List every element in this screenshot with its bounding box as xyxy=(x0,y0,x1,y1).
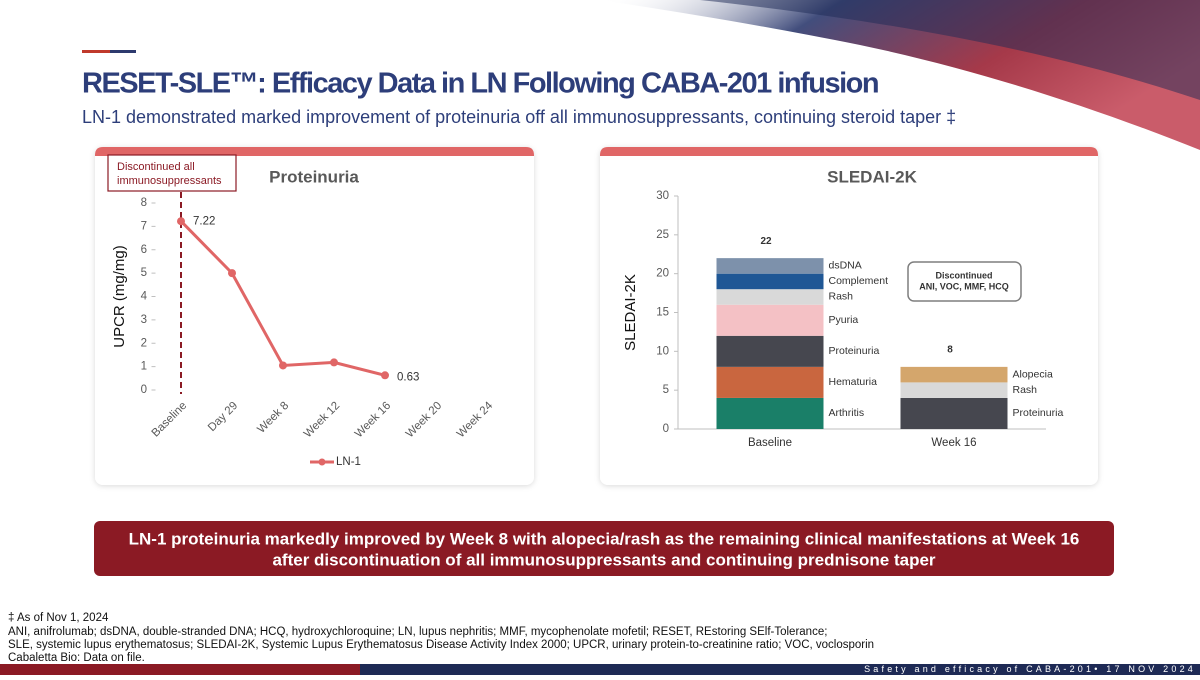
decoration xyxy=(700,0,1200,100)
x-tick-label: Baseline xyxy=(748,437,792,449)
bar-segment xyxy=(716,366,824,398)
callout-box xyxy=(907,261,1022,302)
accent xyxy=(110,50,136,53)
bar-segment xyxy=(716,273,824,290)
y-tick-label: 4 xyxy=(141,291,148,303)
data-point xyxy=(381,371,389,380)
y-tick-label: 0 xyxy=(663,423,669,435)
data-label: 0.63 xyxy=(397,371,419,383)
data-label: 7.22 xyxy=(193,215,215,227)
bar-segment xyxy=(900,366,1008,383)
segment-label: Rash xyxy=(1013,384,1038,396)
bar-segment xyxy=(716,289,824,305)
y-tick-label: 30 xyxy=(656,190,669,202)
y-tick-label: 2 xyxy=(141,337,147,349)
chart-title: SLEDAI-2K xyxy=(827,167,917,186)
footnote: Cabaletta Bio: Data on file. xyxy=(8,652,145,664)
y-tick-label: 1 xyxy=(141,361,147,373)
card xyxy=(95,147,534,485)
callout-text: LN-1 proteinuria markedly improved by We… xyxy=(129,529,1080,548)
footnote: ‡ As of Nov 1, 2024 xyxy=(8,612,109,624)
total-label: 22 xyxy=(760,236,772,247)
callout-text: ANI, VOC, MMF, HCQ xyxy=(919,281,1009,291)
data-point xyxy=(330,358,338,367)
y-tick-label: 6 xyxy=(141,244,147,256)
y-tick-label: 10 xyxy=(656,345,669,357)
y-tick-label: 15 xyxy=(656,307,669,319)
bar-segment xyxy=(716,397,824,429)
chart-title: Proteinuria xyxy=(269,167,359,186)
segment-label: Pyuria xyxy=(829,314,859,326)
callout-box xyxy=(94,521,1114,576)
data-point xyxy=(279,361,287,370)
segment-label: Rash xyxy=(829,291,854,303)
y-tick-label: 3 xyxy=(141,314,147,326)
accent xyxy=(82,50,110,53)
callout-text: after discontinuation of all immunosuppr… xyxy=(272,550,935,569)
segment-label: Arthritis xyxy=(829,407,865,419)
footer-bar xyxy=(0,664,360,675)
bar-segment xyxy=(716,258,824,274)
segment-label: Complement xyxy=(829,275,889,287)
data-point xyxy=(228,269,236,278)
segment-label: Alopecia xyxy=(1013,368,1053,380)
bar-segment xyxy=(900,382,1008,398)
annotation-text: immunosuppressants xyxy=(117,175,222,187)
segment-label: Proteinuria xyxy=(1013,407,1064,419)
segment-label: Hematuria xyxy=(829,376,878,388)
y-tick-label: 5 xyxy=(663,384,669,396)
bar-segment xyxy=(716,304,824,336)
title: RESET-SLE™: Efficacy Data in LN Followin… xyxy=(82,68,878,100)
card-band xyxy=(600,147,1098,156)
y-tick-label: 7 xyxy=(141,220,147,232)
footnote: SLE, systemic lupus erythematosus; SLEDA… xyxy=(8,639,874,651)
footnote: ANI, anifrolumab; dsDNA, double-stranded… xyxy=(8,626,827,638)
total-label: 8 xyxy=(947,345,953,356)
footer-text: Safety and efficacy of CABA-201• 17 NOV … xyxy=(864,664,1196,674)
footer-bar xyxy=(0,664,1200,675)
segment-label: Proteinuria xyxy=(829,345,880,357)
legend-label: LN-1 xyxy=(336,456,361,468)
y-tick-label: 25 xyxy=(656,229,669,241)
annotation-box xyxy=(107,154,237,192)
data-point xyxy=(177,217,185,226)
subtitle: LN-1 demonstrated marked improvement of … xyxy=(82,107,956,127)
x-tick-label: Week 16 xyxy=(931,437,976,449)
callout-text: Discontinued xyxy=(935,270,992,280)
legend-marker xyxy=(318,458,326,466)
y-tick-label: 20 xyxy=(656,268,669,280)
y-axis-label: SLEDAI-2K xyxy=(622,274,639,351)
bar-segment xyxy=(900,397,1008,429)
y-tick-label: 0 xyxy=(141,384,147,396)
y-axis-label: UPCR (mg/mg) xyxy=(111,245,128,348)
bar-segment xyxy=(716,335,824,367)
card-band xyxy=(95,147,534,156)
segment-label: dsDNA xyxy=(829,260,862,272)
y-tick-label: 8 xyxy=(141,197,147,209)
annotation-text: Discontinued all xyxy=(117,161,195,173)
y-tick-label: 5 xyxy=(141,267,147,279)
